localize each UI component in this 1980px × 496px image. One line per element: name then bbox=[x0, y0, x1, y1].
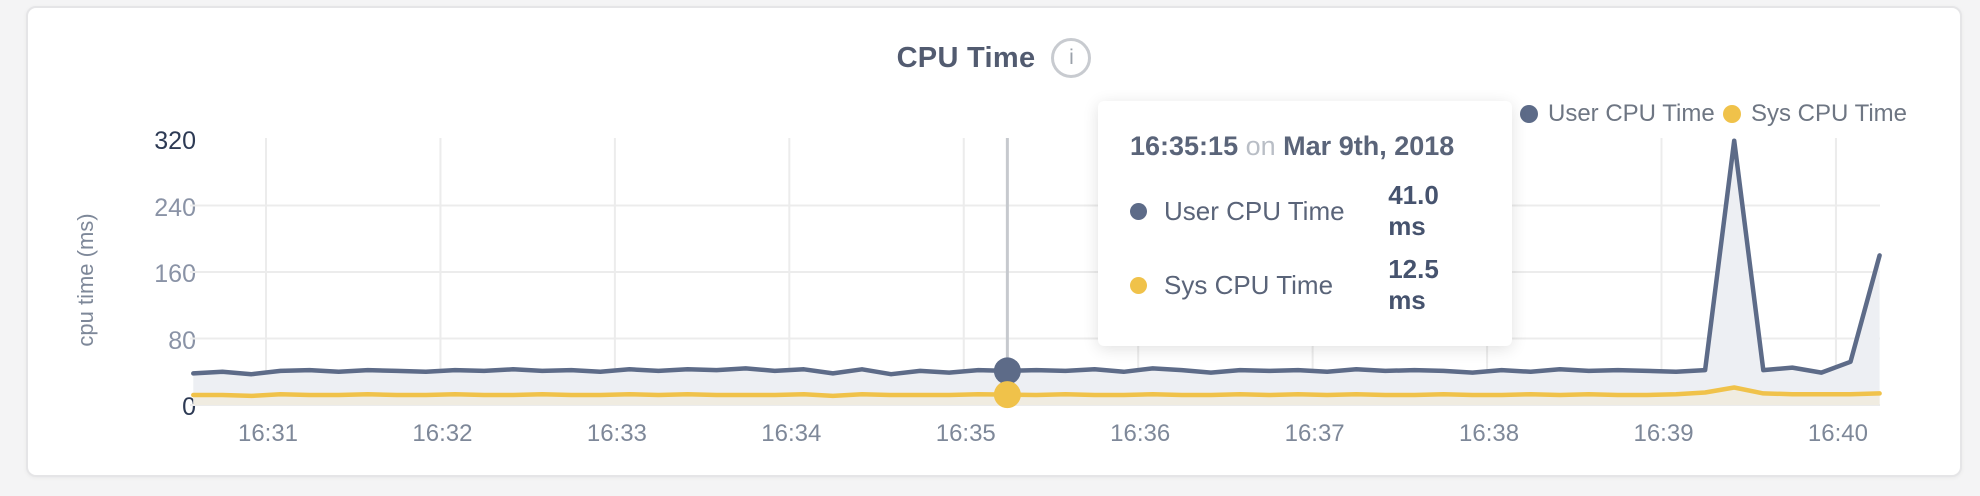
tooltip-date: Mar 9th, 2018 bbox=[1283, 131, 1455, 161]
hover-dot-1 bbox=[993, 381, 1021, 409]
y-tick-label: 160 bbox=[154, 260, 196, 288]
y-tick-label: 320 bbox=[154, 127, 196, 155]
tooltip-time: 16:35:15 bbox=[1130, 131, 1239, 161]
x-tick-label: 16:37 bbox=[1284, 420, 1345, 447]
hover-dot-0 bbox=[993, 357, 1021, 385]
hover-tooltip: 16:35:15 on Mar 9th, 2018 User CPU Time … bbox=[1098, 101, 1512, 346]
legend-dot bbox=[1520, 105, 1538, 123]
tooltip-dot bbox=[1130, 276, 1147, 294]
y-tick-label: 80 bbox=[168, 326, 196, 355]
legend-label-sys: Sys CPU Time bbox=[1751, 100, 1908, 127]
series-line-1 bbox=[191, 385, 1882, 399]
tooltip-value: 41.0 ms bbox=[1388, 180, 1439, 241]
tooltip-connector: on bbox=[1245, 131, 1276, 161]
tooltip-row-user: User CPU Time 41.0 ms bbox=[1130, 180, 1482, 242]
tooltip-label: Sys CPU Time bbox=[1164, 269, 1334, 300]
x-tick-label: 16:35 bbox=[935, 420, 996, 447]
legend-item-sys[interactable]: Sys CPU Time bbox=[1723, 100, 1907, 128]
tooltip-label: User CPU Time bbox=[1164, 195, 1345, 226]
series-line-0 bbox=[191, 138, 1882, 377]
x-tick-label: 16:32 bbox=[412, 420, 473, 447]
tooltip-row-sys: Sys CPU Time 12.5 ms bbox=[1130, 254, 1482, 316]
x-tick-label: 16:36 bbox=[1110, 420, 1171, 447]
chart-header: CPU Time i bbox=[28, 38, 1960, 78]
legend-item-user[interactable]: User CPU Time bbox=[1520, 100, 1715, 128]
y-tick-label: 240 bbox=[154, 193, 196, 222]
legend-label-user: User CPU Time bbox=[1548, 100, 1715, 127]
tooltip-value: 12.5 ms bbox=[1388, 254, 1439, 315]
series-area-0 bbox=[193, 140, 1880, 405]
info-icon[interactable]: i bbox=[1051, 38, 1092, 78]
chart-title: CPU Time bbox=[896, 41, 1036, 74]
y-tick-label: 0 bbox=[182, 393, 196, 421]
tooltip-dot bbox=[1130, 202, 1147, 220]
x-tick-label: 16:34 bbox=[761, 420, 822, 447]
x-tick-label: 16:33 bbox=[586, 420, 647, 447]
tooltip-header: 16:35:15 on Mar 9th, 2018 bbox=[1130, 131, 1482, 162]
x-tick-label: 16:40 bbox=[1807, 420, 1868, 447]
x-tick-label: 16:31 bbox=[237, 420, 299, 447]
legend-dot bbox=[1723, 105, 1741, 123]
x-tick-label: 16:39 bbox=[1633, 420, 1694, 447]
x-tick-label: 16:38 bbox=[1459, 420, 1520, 447]
